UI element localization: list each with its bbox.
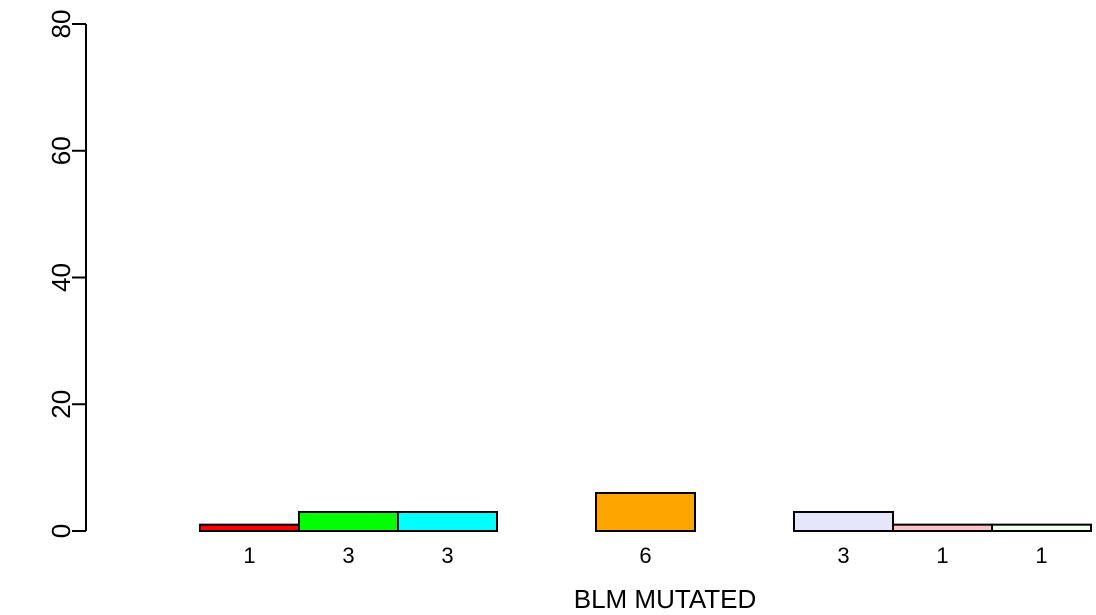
bar-count-label: 3 — [342, 543, 354, 568]
y-tick-label: 60 — [46, 136, 76, 165]
bar-count-label: 1 — [243, 543, 255, 568]
bar — [793, 510, 894, 532]
bar — [397, 510, 498, 532]
bar-labels: 1 3 3 6 3 1 1 — [243, 543, 1047, 568]
bar-count-label: 3 — [837, 543, 849, 568]
bar — [199, 523, 300, 532]
bars — [199, 491, 1092, 533]
bar-count-label: 1 — [936, 543, 948, 568]
bar — [298, 510, 399, 532]
y-axis: 0 20 40 60 80 — [46, 10, 87, 538]
x-axis-title: BLM MUTATED — [574, 584, 756, 614]
bar — [991, 523, 1092, 532]
bar-count-label: 3 — [441, 543, 453, 568]
y-tick-label: 80 — [46, 10, 76, 39]
bar — [595, 491, 696, 533]
y-tick-label: 20 — [46, 390, 76, 419]
y-tick-label: 40 — [46, 263, 76, 292]
bar-count-label: 1 — [1035, 543, 1047, 568]
y-tick-label: 0 — [46, 524, 76, 538]
bar — [892, 523, 993, 532]
bar-count-label: 6 — [639, 543, 651, 568]
